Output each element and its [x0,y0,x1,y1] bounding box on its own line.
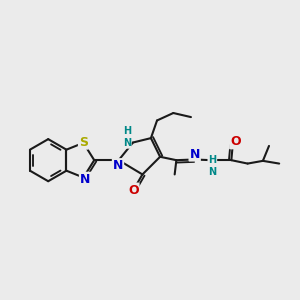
Text: S: S [79,136,88,149]
Text: H
N: H N [208,155,216,177]
Text: N: N [113,159,123,172]
Text: N: N [190,148,200,160]
Text: N: N [80,173,90,186]
Text: O: O [230,135,241,148]
Text: O: O [128,184,139,196]
Text: H
N: H N [123,126,131,148]
